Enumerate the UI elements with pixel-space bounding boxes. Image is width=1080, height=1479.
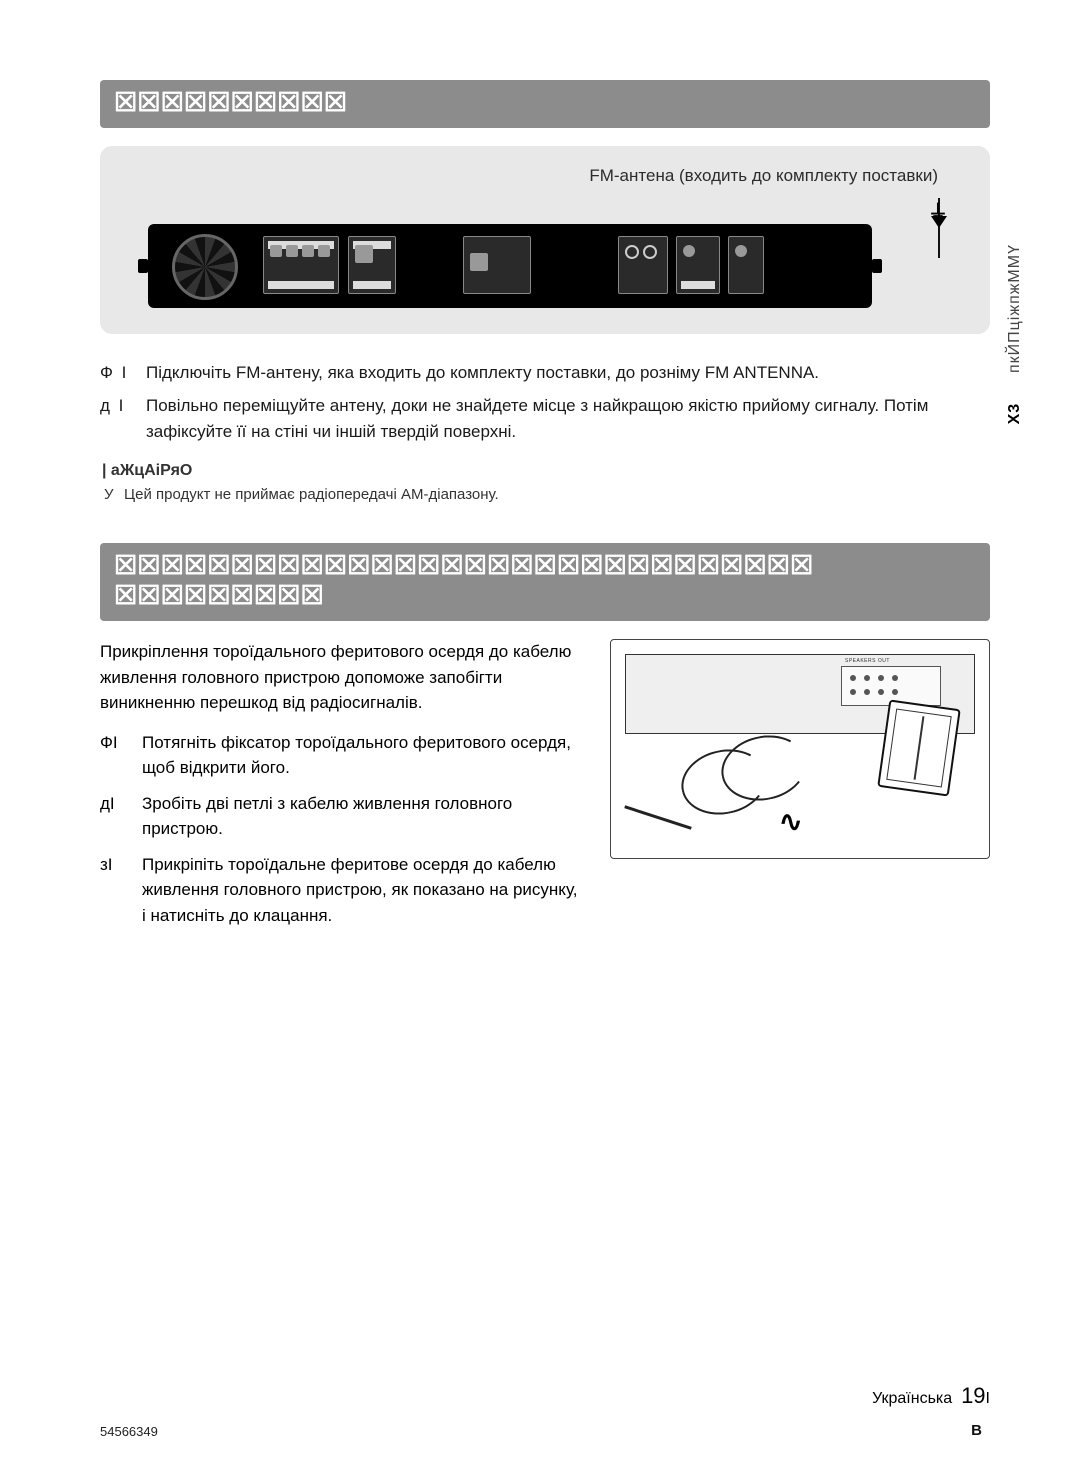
list-item: Ф І Підключіть FM-антену, яка входить до… [100,360,990,386]
device-rear-panel: ⏚ [128,198,962,308]
footer-lang: Українська [872,1390,952,1407]
list-item: д І Повільно переміщуйте антену, доки не… [100,393,990,444]
page: ☒☒☒☒☒☒☒☒☒☒ FM-антена (входить до комплек… [0,0,1080,1479]
ferrite-core-icon [877,700,961,797]
list-item: зІ Прикріпіть тороїдальне феритове осерд… [100,852,584,929]
section2-title: ☒☒☒☒☒☒☒☒☒☒☒☒☒☒☒☒☒☒☒☒☒☒☒☒☒☒☒☒☒☒ ☒☒☒☒☒☒☒☒☒ [100,543,990,621]
antenna-arrow-icon [931,216,947,228]
footer: Українська 19І [100,1383,990,1409]
section1-steps: Ф І Підключіть FM-антену, яка входить до… [100,360,990,445]
panel-label: SPEAKERS OUT [845,658,890,664]
section1-title: ☒☒☒☒☒☒☒☒☒☒ [100,80,990,128]
side-tab-num: X3 [1006,403,1024,425]
illustration-fm-antenna: FM-антена (входить до комплекту поставки… [100,146,990,334]
wave-icon: ∿ [779,805,802,838]
speaker-out-panel [263,236,339,294]
side-tab: X3 пкЙПціжпжММҮ [1006,244,1024,424]
side-tab-label: пкЙПціжпжММҮ [1006,244,1023,373]
note-head: аЖцАіРяО [102,462,990,480]
note-text: УЦей продукт не приймає радіопередачі AM… [104,486,990,503]
hdmi-panel-2 [676,236,720,294]
footer-code: 54566349 [100,1424,158,1439]
antenna-caption: FM-антена (входить до комплекту поставки… [128,166,962,186]
lan-panel [348,236,396,294]
fan-icon [172,234,238,300]
illustration-ferrite-core: SPEAKERS OUT ∿ [610,639,990,859]
footer-glyph: В [971,1422,982,1439]
aux-panel [463,236,531,294]
fm-ant-panel [728,236,764,294]
page-number: 19 [961,1383,985,1408]
hdmi-panel-1 [618,236,668,294]
section2-intro: Прикріплення тороїдального феритового ос… [100,639,584,716]
cable-icon [624,805,692,829]
list-item: дІ Зробіть дві петлі з кабелю живлення г… [100,791,584,842]
list-item: ФІ Потягніть фіксатор тороїдального фери… [100,730,584,781]
